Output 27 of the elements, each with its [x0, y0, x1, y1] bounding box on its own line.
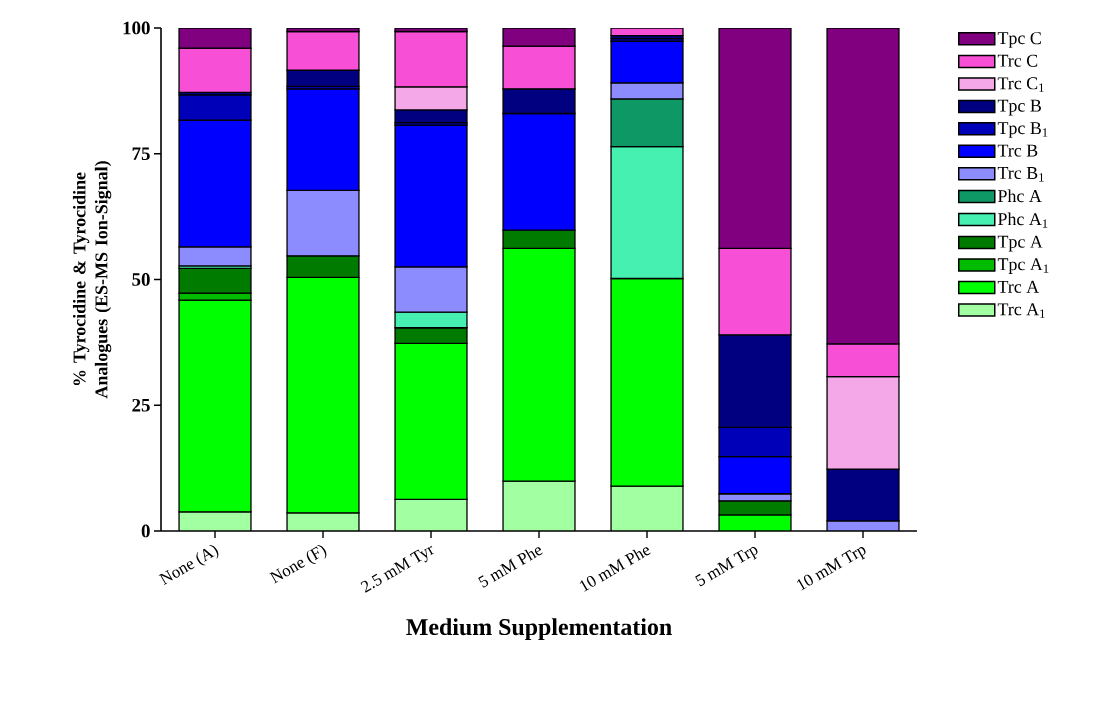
x-tick-label: 5 mM Phe — [478, 547, 543, 588]
legend-label: Trc A — [997, 280, 1040, 293]
y-tick-label: 75 — [132, 147, 150, 161]
legend-label: Trc C$_{1}$ — [997, 77, 1044, 92]
x-tick-label: 5 mM Trp — [695, 546, 758, 587]
y-tick-label: 50 — [132, 273, 150, 286]
legend-label: Trc C — [997, 54, 1038, 67]
legend-label: Tpc B — [997, 99, 1041, 116]
legend-label: Tpc C — [997, 32, 1041, 48]
y-tick-label: 25 — [132, 398, 150, 412]
x-tick-label: None (F) — [269, 545, 327, 584]
legend-label: Phc A — [998, 189, 1042, 203]
legend-label: Trc B$_{1}$ — [997, 167, 1044, 182]
x-tick-label: None (A) — [158, 545, 219, 585]
y-axis-title: % Tyrocidine & Tyrocidine Analogues (ES-MS Ion-Signal) — [72, 161, 112, 399]
x-tick-label: 10 mM Trp — [796, 547, 866, 591]
legend-label: Phc A$_{1}$ — [998, 212, 1048, 228]
x-tick-label: 10 mM Phe — [579, 547, 651, 592]
y-tick-label: 100 — [123, 21, 150, 35]
x-tick-label: 2.5 mM Tyr — [360, 545, 434, 593]
legend-label: Tpc B$_{1}$ — [997, 122, 1048, 138]
x-axis-title: Medium Supplementation — [406, 618, 672, 640]
legend-label: Trc A$_{1}$ — [997, 303, 1045, 318]
legend-label: Tpc A$_{1}$ — [997, 258, 1049, 274]
y-tick-label: 0 — [141, 524, 150, 538]
legend-label: Trc B — [997, 144, 1038, 157]
legend-label: Tpc A — [997, 235, 1043, 252]
